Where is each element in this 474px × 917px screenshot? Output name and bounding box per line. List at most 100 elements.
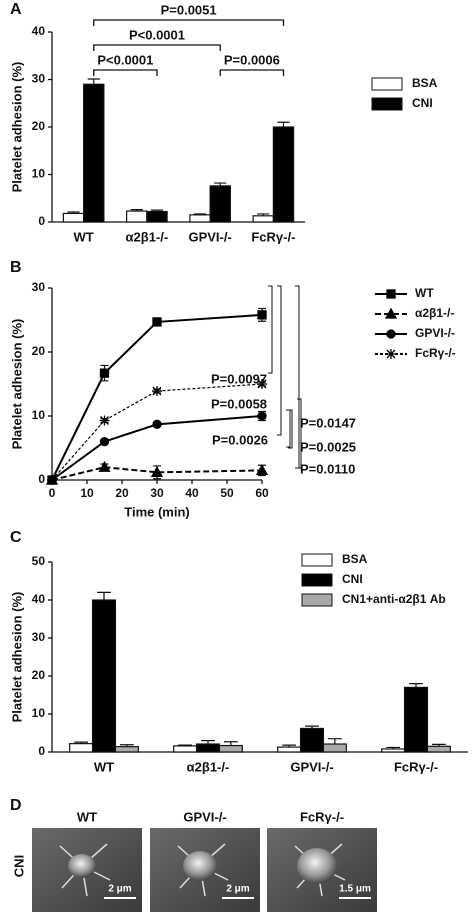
y-tick-label: 20 <box>32 668 46 682</box>
marker <box>386 289 396 299</box>
marker <box>47 475 57 485</box>
x-tick-label: WT <box>74 229 94 244</box>
image-label: FcRγ-/- <box>300 809 344 824</box>
scale-label: 1.5 μm <box>339 884 371 895</box>
significance-bracket <box>219 69 285 76</box>
p-value: P=0.0051 <box>161 2 217 17</box>
significance-bracket <box>286 409 291 448</box>
significance-bracket <box>93 44 221 51</box>
series-line <box>51 313 263 481</box>
y-tick-label: 30 <box>32 630 46 644</box>
bar <box>69 743 94 753</box>
legend-label: CN1+anti-α2β1 Ab <box>342 592 446 606</box>
y-axis-label: Platelet adhesion (%) <box>9 319 24 450</box>
y-tick-label: 10 <box>32 408 46 422</box>
significance-bracket <box>288 409 293 449</box>
bar <box>426 745 451 753</box>
marker <box>99 368 110 378</box>
y-tick-label: 30 <box>32 280 46 294</box>
significance-bracket <box>93 19 285 26</box>
panel-label: C <box>10 529 22 546</box>
bar <box>272 126 295 223</box>
marker <box>386 329 396 339</box>
y-tick-label: 20 <box>32 119 46 133</box>
bar <box>209 185 231 223</box>
scale-label: 2 μm <box>108 884 131 895</box>
bar <box>189 214 211 223</box>
y-axis-label: Platelet adhesion (%) <box>9 592 24 723</box>
bar <box>252 215 274 223</box>
marker <box>257 379 267 389</box>
error-bar <box>97 591 111 600</box>
significance-bracket <box>93 69 158 76</box>
legend-label: FcRγ-/- <box>415 346 456 360</box>
marker <box>99 436 110 447</box>
marker <box>257 411 267 421</box>
bar <box>403 686 429 753</box>
x-tick-label: 50 <box>220 486 234 500</box>
bar <box>381 748 406 753</box>
image-label: WT <box>77 809 97 824</box>
marker <box>152 317 162 327</box>
bar <box>126 210 148 223</box>
x-tick-label: 10 <box>80 486 94 500</box>
x-tick-label: 40 <box>185 486 199 500</box>
x-tick-label: GPVI-/- <box>290 759 333 774</box>
marker <box>257 310 267 320</box>
legend-swatch <box>301 573 333 587</box>
y-tick-label: 50 <box>32 554 46 568</box>
bar <box>218 744 243 753</box>
series-line <box>51 415 263 481</box>
legend-swatch <box>371 77 403 91</box>
p-value: P<0.0001 <box>97 52 153 67</box>
legend-label: CNI <box>342 572 363 586</box>
x-axis-label: Time (min) <box>124 504 190 519</box>
bar <box>91 599 117 753</box>
bar <box>173 745 198 753</box>
legend-label: α2β1-/- <box>415 306 454 320</box>
series-line <box>51 383 263 481</box>
bar <box>62 212 85 223</box>
x-tick-label: 0 <box>49 486 56 500</box>
x-tick-label: WT <box>94 759 114 774</box>
legend-swatch <box>301 553 333 567</box>
p-value: P=0.0058 <box>211 396 267 411</box>
series-line <box>51 466 263 481</box>
x-tick-label: FcRγ-/- <box>394 759 438 774</box>
significance-bracket <box>277 285 282 436</box>
marker <box>384 307 398 319</box>
y-tick-label: 10 <box>32 167 46 181</box>
x-tick-label: FcRγ-/- <box>251 229 295 244</box>
p-value: P=0.0025 <box>300 439 356 454</box>
marker <box>386 349 396 359</box>
significance-bracket <box>297 398 302 469</box>
bar <box>83 83 105 223</box>
significance-bracket <box>268 285 273 374</box>
image-label: GPVI-/- <box>183 809 226 824</box>
legend-label: CNI <box>412 96 433 110</box>
bar <box>299 727 325 753</box>
legend-label: GPVI-/- <box>415 326 455 340</box>
x-tick-label: GPVI-/- <box>188 229 231 244</box>
filopodia <box>59 843 111 897</box>
platelet <box>297 848 337 884</box>
p-value: P=0.0097 <box>211 371 267 386</box>
y-tick-label: 10 <box>32 706 46 720</box>
y-tick-label: 40 <box>32 592 46 606</box>
error-bar <box>409 683 423 688</box>
bar <box>114 746 139 753</box>
row-label: CNI <box>11 855 26 877</box>
marker <box>98 460 111 472</box>
y-tick-label: 0 <box>38 214 45 228</box>
y-tick-label: 0 <box>38 472 45 486</box>
y-tick-label: 20 <box>32 344 46 358</box>
platelet <box>183 851 217 881</box>
p-value: P=0.0147 <box>300 415 356 430</box>
x-tick-label: α2β1-/- <box>126 229 169 244</box>
bar <box>146 210 168 223</box>
bar <box>322 743 347 753</box>
error-bar <box>328 738 342 745</box>
significance-bracket <box>295 285 300 469</box>
y-axis-label: Platelet adhesion (%) <box>9 62 24 193</box>
